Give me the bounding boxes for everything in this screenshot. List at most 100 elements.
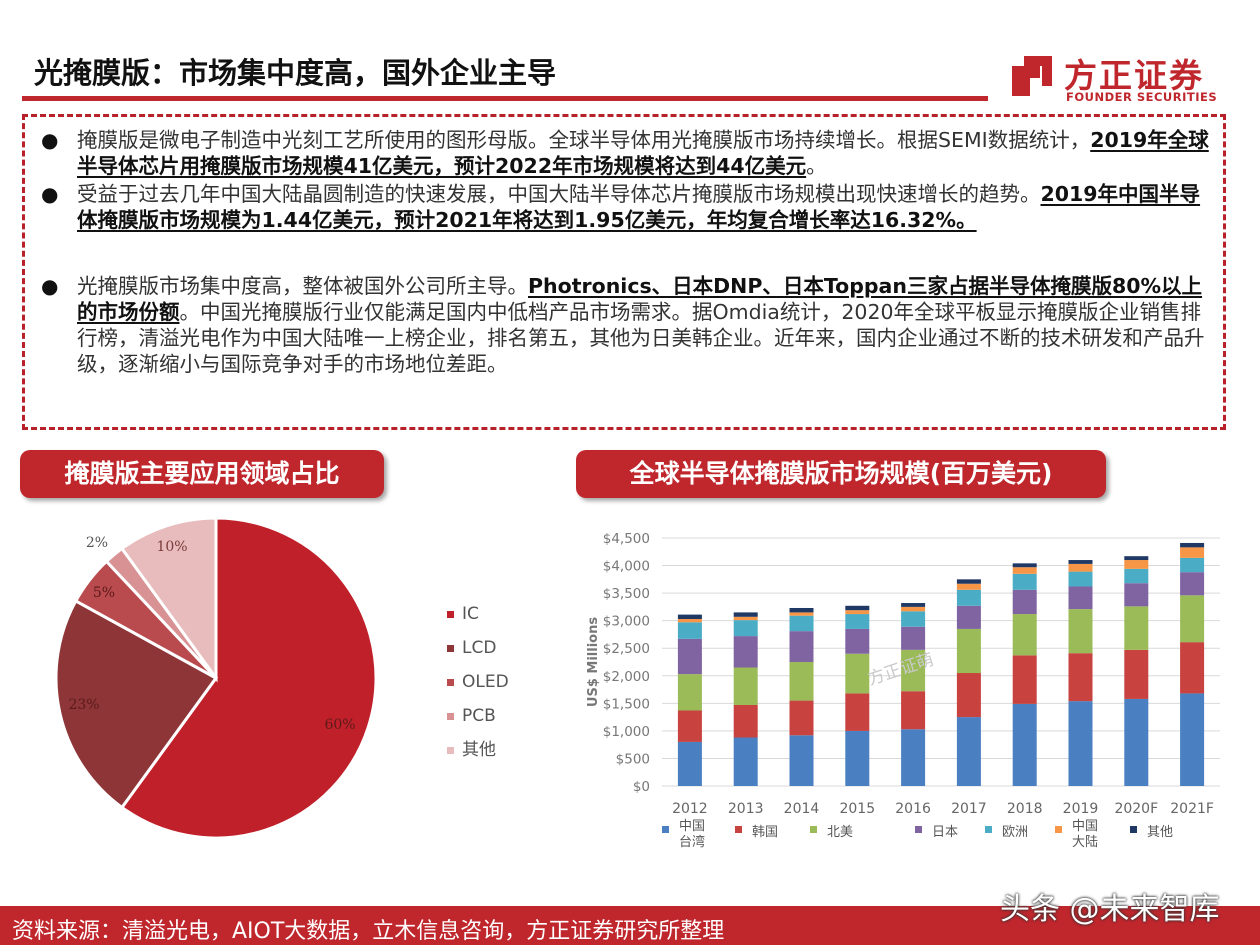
pie-data-label: 5% (93, 585, 115, 601)
bar-segment (901, 606, 926, 612)
pie-legend-label: OLED (462, 672, 509, 692)
bar-legend-marker (1055, 826, 1062, 833)
bullet-3: ● 光掩膜版市场集中度高，整体被国外公司所主导。Photronics、日本DNP… (39, 273, 1217, 377)
pie-legend-label: LCD (462, 638, 496, 658)
pie-legend-marker (447, 645, 454, 652)
bar-xtick-label: 2017 (951, 801, 987, 817)
bar-segment (901, 691, 926, 730)
bar-segment (956, 628, 981, 674)
pie-data-label: 10% (156, 539, 187, 555)
bar-xtick-label: 2019 (1063, 801, 1099, 817)
bullet-2-highlight: 2019年中国半导体掩膜版市场规模为1.44亿美元，预计2021年将达到1.95… (77, 182, 1201, 232)
bar-legend-label: 台湾 (679, 834, 705, 850)
bullet-1-highlight: 2019年全球半导体芯片用掩膜版市场规模41亿美元，预计2022年市场规模将达到… (77, 128, 1209, 178)
bar-segment (901, 729, 926, 786)
bar-xtick-label: 2016 (895, 801, 931, 817)
bar-segment (789, 612, 814, 616)
bar-segment (1012, 655, 1037, 704)
bar-segment (789, 615, 814, 632)
logo-text-cn: 方正证券 (1064, 56, 1204, 95)
footer-bar: 资料来源：清溢光电，AIOT大数据，立木信息咨询，方正证券研究所整理 (0, 906, 1260, 945)
bar-segment (1068, 586, 1093, 610)
source-note: 资料来源：清溢光电，AIOT大数据，立木信息咨询，方正证券研究所整理 (12, 919, 725, 944)
bar-xtick-label: 2020F (1114, 801, 1158, 817)
bar-segment (733, 667, 758, 705)
bar-segment (845, 628, 870, 654)
bar-segment (1068, 609, 1093, 654)
bar-segment (1068, 560, 1093, 564)
pie-legend-marker (447, 747, 454, 754)
chart-watermark: 方正证萌 (865, 650, 936, 690)
header-rule (22, 96, 988, 101)
bar-segment (1012, 614, 1037, 656)
bar-segment (677, 619, 702, 623)
bullet-3-text: 光掩膜版市场集中度高，整体被国外公司所主导。 (77, 274, 528, 298)
bar-segment (1180, 542, 1205, 548)
pie-legend-marker (447, 713, 454, 720)
bar-xtick-label: 2015 (839, 801, 875, 817)
bar-legend-label: 韩国 (752, 825, 778, 840)
bar-segment (1012, 563, 1037, 568)
application-share-pie-chart: 60% 23% 5% 2% 10% IC LCD OLED PCB 其他 (54, 516, 509, 840)
bar-segment (956, 605, 981, 629)
founder-logo: 方正证券 FOUNDER SECURITIES (1006, 48, 1236, 108)
bar-segment (956, 579, 981, 584)
bar-legend-marker (985, 826, 992, 833)
bar-segment (733, 612, 758, 617)
summary-box: ● 掩膜版是微电子制造中光刻工艺所使用的图形母版。全球半导体用光掩膜版市场持续增… (22, 114, 1226, 430)
bar-segment (1180, 547, 1205, 558)
bar-segment (677, 741, 702, 786)
bar-segment (901, 611, 926, 627)
pie-legend-label: 其他 (462, 740, 496, 760)
bar-segment (1124, 560, 1149, 569)
bar-segment (1180, 557, 1205, 573)
bar-segment (677, 710, 702, 742)
bar-xtick-label: 2012 (672, 801, 708, 817)
bar-segment (1124, 556, 1149, 561)
bar-legend-marker (735, 826, 742, 833)
bar-segment (1124, 606, 1149, 650)
bar-legend-marker (810, 826, 817, 833)
bullet-2: ● 受益于过去几年中国大陆晶圆制造的快速发展，中国大陆半导体芯片掩膜版市场规模出… (39, 181, 1217, 233)
logo-text-en: FOUNDER SECURITIES (1066, 90, 1218, 104)
pie-legend-label: PCB (462, 706, 496, 726)
bar-segment (1124, 698, 1149, 786)
bar-legend-label: 其他 (1147, 825, 1173, 840)
pie-data-label: 2% (86, 535, 108, 551)
bar-segment (789, 631, 814, 662)
bar-segment (677, 638, 702, 675)
bar-segment (1068, 563, 1093, 572)
bar-legend-label: 大陆 (1072, 834, 1098, 850)
bar-segment (845, 730, 870, 786)
bar-segment (845, 693, 870, 731)
bar-legend-marker (915, 826, 922, 833)
bar-xtick-label: 2014 (784, 801, 820, 817)
bar-segment (956, 583, 981, 590)
pie-legend-marker (447, 611, 454, 618)
bullet-3-tail: 。中国光掩膜版行业仅能满足国内中低档产品市场需求。据Omdia统计，2020年全… (77, 300, 1205, 376)
bar-ytick-label: $2,000 (603, 669, 650, 685)
bar-segment (733, 636, 758, 668)
page-title: 光掩膜版：市场集中度高，国外企业主导 (34, 56, 557, 90)
bar-segment (677, 622, 702, 639)
bar-xtick-label: 2018 (1007, 801, 1043, 817)
bar-segment (1124, 568, 1149, 584)
bullet-1: ● 掩膜版是微电子制造中光刻工艺所使用的图形母版。全球半导体用光掩膜版市场持续增… (39, 127, 1217, 179)
bar-segment (1124, 649, 1149, 699)
pie-data-label: 23% (68, 697, 99, 713)
bar-segment (901, 603, 926, 607)
bullet-dot-icon: ● (41, 182, 59, 206)
bar-segment (733, 737, 758, 786)
bar-ytick-label: $2,500 (603, 641, 650, 657)
bar-segment (845, 605, 870, 611)
bar-segment (733, 620, 758, 637)
bar-segment (1180, 642, 1205, 694)
bar-ytick-label: $1,500 (603, 696, 650, 712)
bar-segment (845, 653, 870, 694)
bar-xtick-label: 2013 (728, 801, 764, 817)
bar-segment (1068, 653, 1093, 702)
bar-legend-label: 中国 (1072, 819, 1098, 834)
bar-section-title: 全球半导体掩膜版市场规模(百万美元) (576, 450, 1106, 498)
bar-segment (1180, 693, 1205, 786)
bullet-1-tail: 。 (806, 154, 827, 178)
